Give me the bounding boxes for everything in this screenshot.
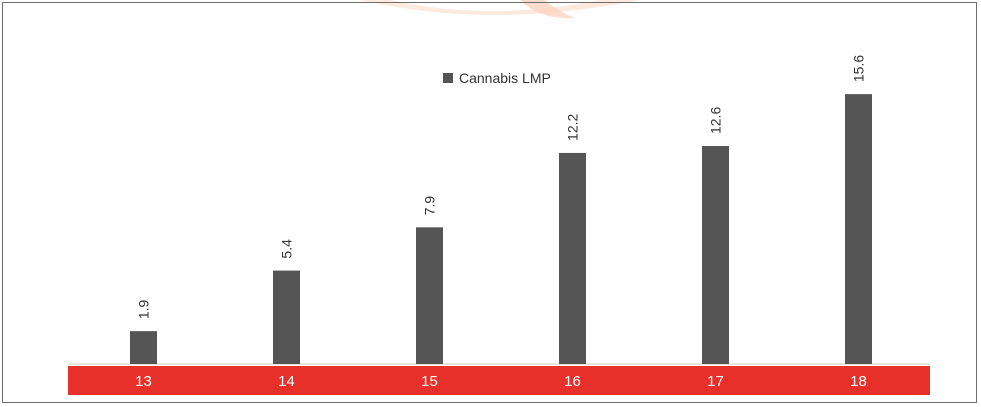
bar-17	[702, 146, 729, 364]
bar-value-label-18: 15.6	[851, 55, 867, 82]
legend-label: Cannabis LMP	[459, 70, 551, 86]
x-tick-label-17: 17	[707, 373, 724, 390]
bar-16	[559, 152, 586, 364]
x-tick-label-14: 14	[278, 373, 295, 390]
x-tick-label-16: 16	[564, 373, 581, 390]
bars-group	[130, 94, 872, 365]
bar-value-label-14: 5.4	[279, 239, 295, 259]
x-tick-label-13: 13	[135, 373, 152, 390]
x-tick-label-18: 18	[850, 373, 867, 390]
bar-value-label-16: 12.2	[565, 113, 581, 140]
bar-15	[416, 227, 443, 364]
bar-value-label-15: 7.9	[422, 196, 438, 216]
x-tick-label-15: 15	[421, 373, 438, 390]
bar-13	[130, 331, 157, 364]
legend: Cannabis LMP	[443, 70, 551, 86]
bar-value-label-13: 1.9	[136, 299, 152, 319]
bar-18	[845, 94, 872, 365]
value-labels-group: 1.9 5.4 7.9 12.2 12.6 15.6	[136, 55, 867, 319]
bar-14	[273, 270, 300, 364]
x-tick-labels-group: 13 14 15 16 17 18	[135, 373, 867, 390]
legend-swatch	[443, 73, 453, 83]
bar-value-label-17: 12.6	[708, 107, 724, 134]
x-axis-band	[68, 366, 930, 395]
chart-frame	[2, 2, 977, 403]
